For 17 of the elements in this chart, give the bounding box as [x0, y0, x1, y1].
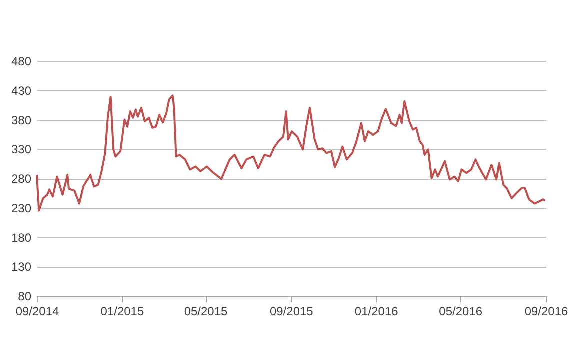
y-tick-label: 380 [11, 113, 32, 128]
y-tick-label: 180 [11, 230, 32, 245]
x-tick-label: 09/2016 [524, 304, 569, 318]
y-tick-label: 480 [11, 54, 32, 68]
y-tick-label: 280 [11, 172, 32, 186]
y-tick-label: 430 [11, 84, 32, 98]
line-series [36, 94, 546, 212]
x-tick-label: 01/2015 [100, 304, 144, 318]
y-tick-label: 80 [18, 290, 32, 304]
x-tick-label: 09/2014 [16, 304, 60, 318]
y-tick-label: 330 [11, 142, 32, 157]
x-tick-label: 05/2015 [184, 304, 228, 318]
x-tick-label: 09/2015 [270, 304, 314, 318]
x-tick-label: 05/2016 [439, 304, 483, 318]
y-tick-label: 230 [11, 201, 32, 216]
y-tick-label: 130 [11, 260, 32, 274]
x-tick-label: 01/2016 [354, 304, 399, 318]
